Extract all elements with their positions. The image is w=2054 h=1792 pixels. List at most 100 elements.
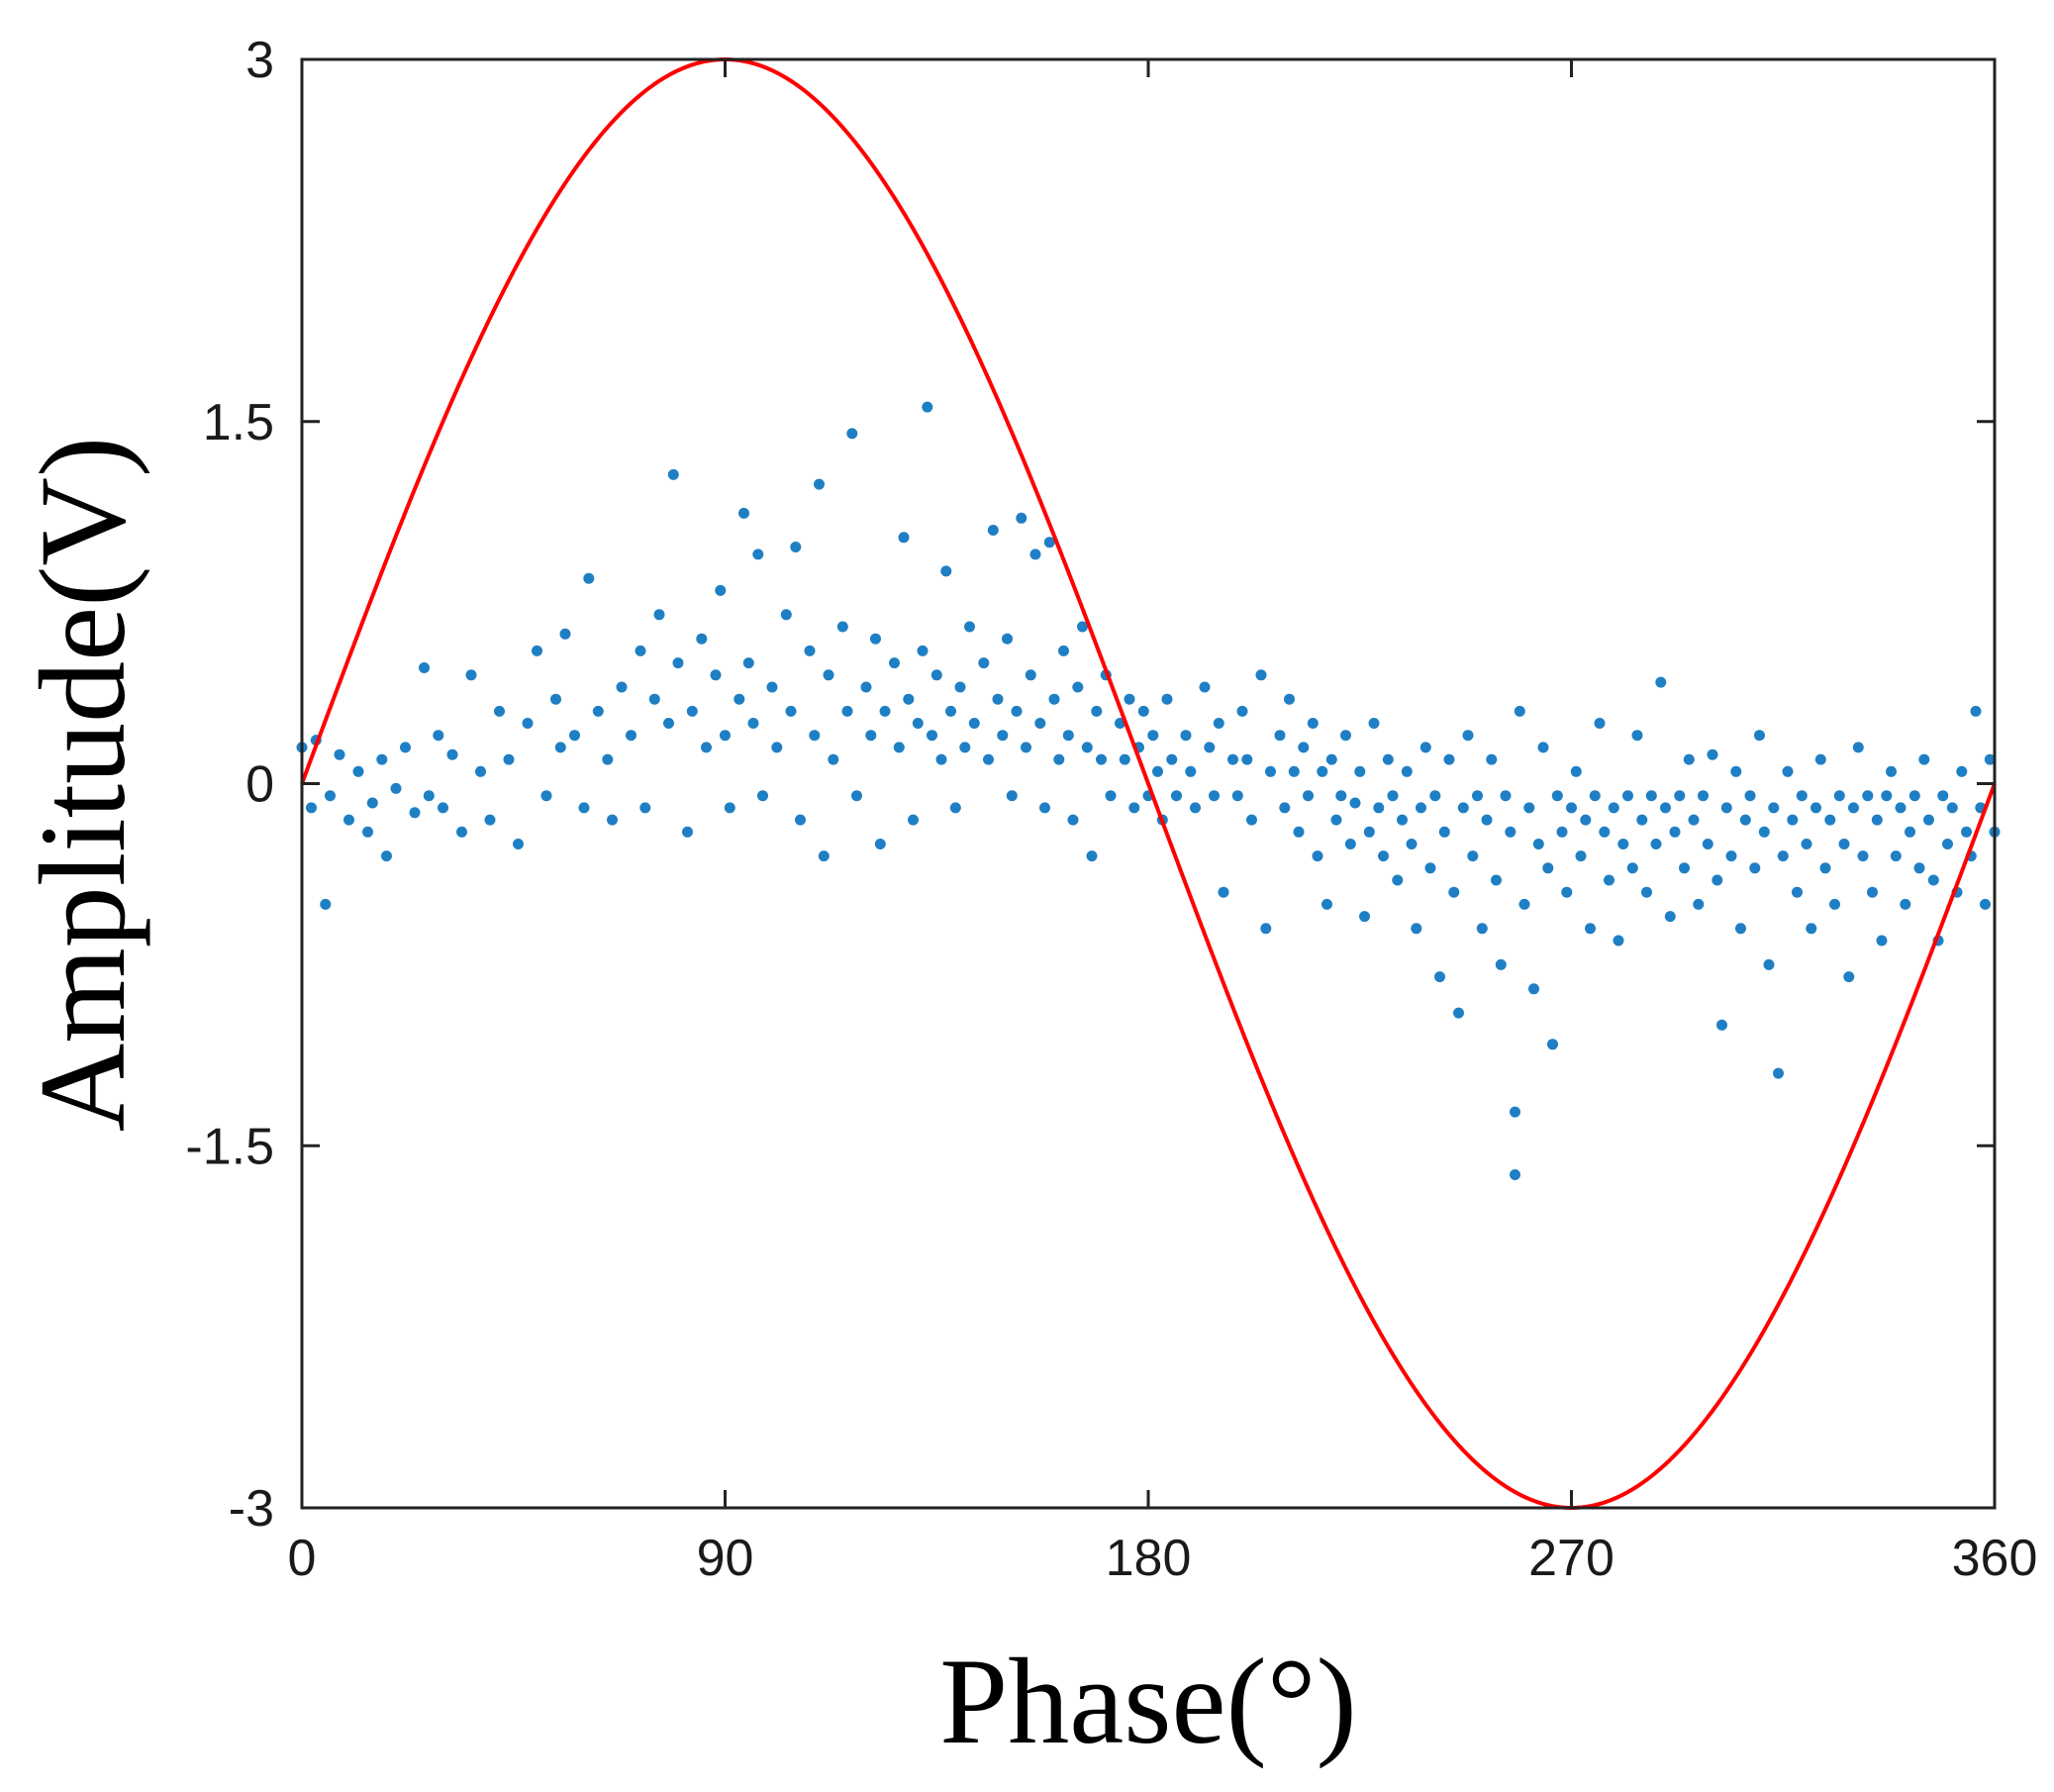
scatter-point bbox=[1438, 826, 1450, 838]
scatter-point bbox=[1062, 730, 1074, 742]
scatter-point bbox=[1443, 753, 1455, 765]
scatter-point bbox=[1852, 742, 1864, 753]
scatter-point bbox=[1782, 765, 1794, 777]
scatter-point bbox=[780, 609, 792, 621]
scatter-point bbox=[1599, 826, 1611, 838]
scatter-point bbox=[1674, 790, 1686, 802]
scatter-point bbox=[1472, 790, 1483, 802]
scatter-point bbox=[1330, 814, 1342, 826]
scatter-point bbox=[1119, 753, 1130, 765]
scatter-point bbox=[1481, 814, 1493, 826]
scatter-point bbox=[1641, 886, 1652, 898]
scatter-point bbox=[908, 814, 919, 826]
scatter-point bbox=[1505, 826, 1516, 838]
scatter-point bbox=[696, 633, 708, 645]
scatter-point bbox=[1279, 802, 1291, 814]
scatter-point bbox=[889, 657, 900, 669]
scatter-point bbox=[381, 850, 392, 862]
scatter-point bbox=[734, 693, 745, 705]
scatter-point bbox=[343, 814, 354, 826]
scatter-point bbox=[465, 669, 477, 681]
scatter-point bbox=[362, 826, 373, 838]
scatter-point bbox=[1476, 923, 1488, 935]
scatter-point bbox=[1457, 802, 1469, 814]
scatter-point bbox=[1072, 681, 1084, 693]
scatter-point bbox=[1838, 839, 1850, 849]
scatter-point bbox=[1730, 765, 1742, 777]
scatter-point bbox=[1984, 753, 1996, 765]
scatter-point bbox=[1655, 676, 1667, 688]
scatter-point bbox=[992, 693, 1004, 705]
scatter-point bbox=[1086, 850, 1098, 862]
scatter-point bbox=[828, 753, 839, 765]
scatter-point bbox=[1763, 958, 1775, 970]
scatter-point bbox=[795, 814, 806, 826]
scatter-point bbox=[823, 669, 834, 681]
scatter-point bbox=[1702, 839, 1713, 849]
reference-line-series bbox=[300, 56, 1997, 1511]
scatter-point bbox=[964, 621, 975, 633]
scatter-point bbox=[334, 748, 345, 760]
scatter-point bbox=[930, 669, 942, 681]
scatter-point bbox=[1325, 753, 1337, 765]
scatter-point bbox=[1698, 790, 1709, 802]
scatter-point bbox=[1053, 753, 1065, 765]
scatter-point bbox=[592, 705, 604, 717]
scatter-point bbox=[720, 730, 731, 742]
scatter-point bbox=[1650, 839, 1662, 849]
scatter-point bbox=[1274, 730, 1286, 742]
scatter-point bbox=[1293, 826, 1305, 838]
scatter-point bbox=[898, 532, 910, 544]
scatter-point bbox=[1419, 742, 1431, 753]
scatter-point bbox=[1688, 814, 1700, 826]
scatter-point bbox=[1363, 826, 1375, 838]
scatter-point bbox=[1585, 923, 1596, 935]
scatter-point bbox=[1378, 850, 1389, 862]
scatter-point bbox=[978, 657, 990, 669]
scatter-point bbox=[400, 742, 411, 753]
scatter-point bbox=[1340, 730, 1351, 742]
scatter-point bbox=[1260, 923, 1272, 935]
scatter-point bbox=[1900, 898, 1911, 910]
scatter-point bbox=[1636, 814, 1648, 826]
scatter-point bbox=[1824, 814, 1836, 826]
scatter-point bbox=[667, 468, 679, 480]
scatter-point bbox=[771, 742, 783, 753]
scatter-point bbox=[1547, 1039, 1558, 1050]
scatter-point bbox=[672, 657, 684, 669]
scatter-point bbox=[583, 572, 595, 584]
scatter-point bbox=[1025, 669, 1036, 681]
scatter-point bbox=[809, 730, 821, 742]
scatter-point bbox=[1787, 814, 1799, 826]
scatter-point bbox=[1843, 971, 1855, 983]
scatter-point bbox=[1961, 826, 1972, 838]
scatter-point bbox=[1039, 802, 1050, 814]
scatter-point bbox=[1067, 814, 1079, 826]
scatter-point bbox=[1137, 705, 1149, 717]
scatter-point bbox=[1303, 790, 1314, 802]
scatter-point bbox=[1857, 850, 1869, 862]
scatter-point bbox=[1819, 862, 1831, 874]
scatter-point bbox=[1510, 1169, 1520, 1180]
scatter-point bbox=[1424, 862, 1436, 874]
scatter-point bbox=[653, 609, 665, 621]
scatter-point bbox=[1890, 850, 1902, 862]
scatter-point bbox=[987, 525, 999, 536]
scatter-point bbox=[626, 730, 636, 742]
scatter-point bbox=[522, 718, 534, 729]
scatter-point bbox=[1528, 983, 1539, 995]
scatter-point bbox=[1002, 633, 1013, 645]
y-tick-label: -1.5 bbox=[185, 1118, 274, 1175]
scatter-point bbox=[559, 628, 571, 640]
scatter-point bbox=[701, 742, 712, 753]
scatter-point bbox=[1871, 814, 1883, 826]
scatter-point bbox=[903, 693, 915, 705]
scatter-point bbox=[390, 782, 402, 794]
scatter-point bbox=[1895, 802, 1907, 814]
x-tick-label: 0 bbox=[288, 1530, 317, 1587]
scatter-point bbox=[865, 730, 877, 742]
scatter-point bbox=[1622, 790, 1633, 802]
scatter-point bbox=[1486, 753, 1498, 765]
scatter-point bbox=[1011, 705, 1023, 717]
scatter-point bbox=[1537, 742, 1549, 753]
